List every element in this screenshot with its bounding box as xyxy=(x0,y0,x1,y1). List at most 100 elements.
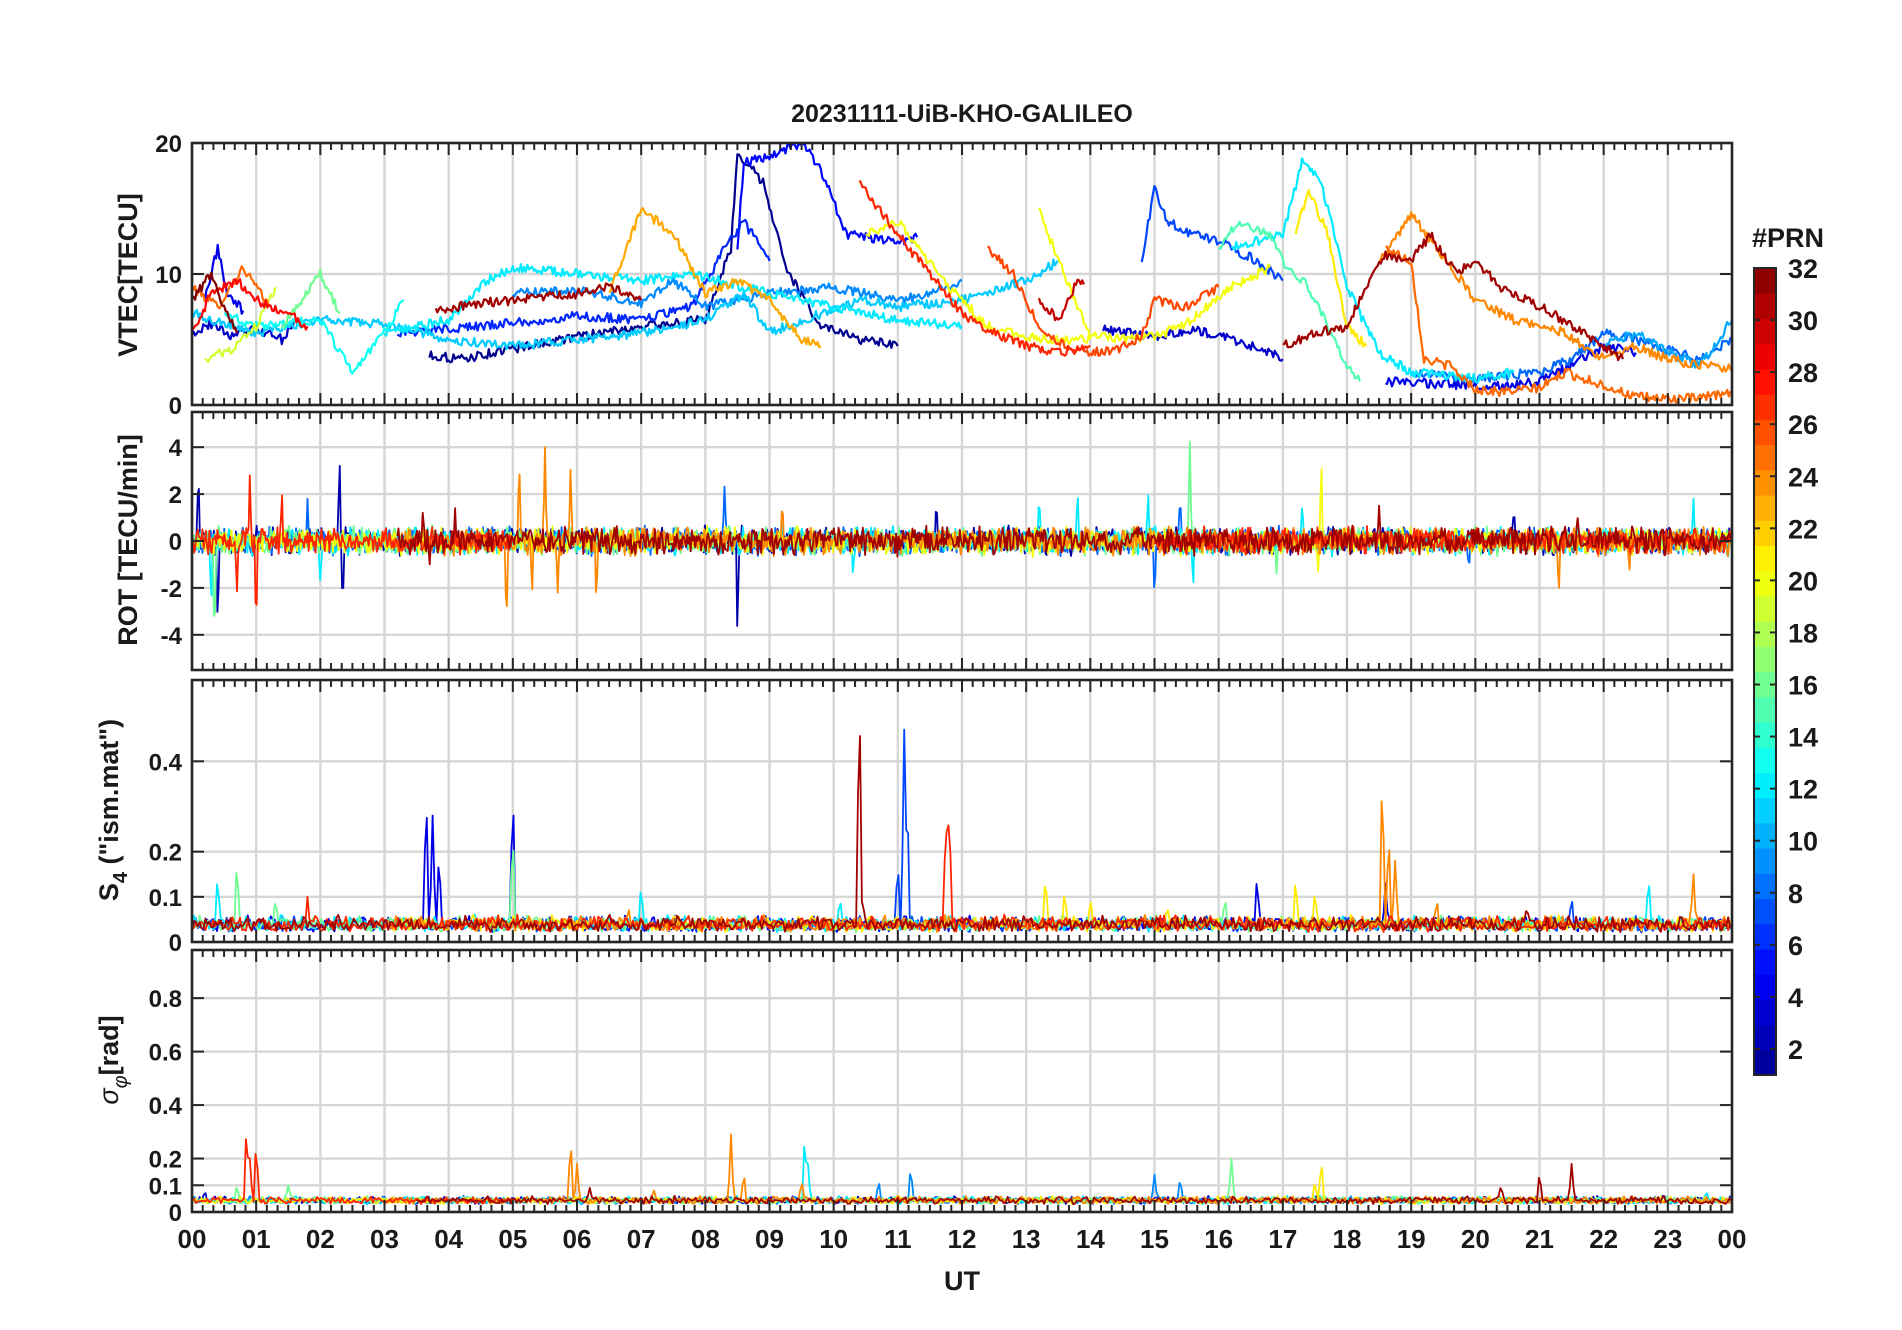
colorbar-swatch xyxy=(1754,520,1776,547)
x-tick-label: 10 xyxy=(819,1224,848,1254)
vtec-series-prn-23 xyxy=(608,207,822,349)
rot-y-tick-label: -4 xyxy=(161,623,183,650)
vtec-series-prn-15 xyxy=(1218,220,1361,382)
vtec-series-prn-19 xyxy=(204,286,277,363)
x-tick-labels: 00 01 02 03 04 05 06 07 08 09 10 11 12 13 14 15 16 17 18 19… xyxy=(178,1224,1747,1254)
colorbar-tick-label: 22 xyxy=(1788,514,1818,544)
x-tick-label: 03 xyxy=(370,1224,399,1254)
vtec-series-prn-10 xyxy=(1602,319,1732,369)
colorbar-swatch xyxy=(1754,696,1776,723)
x-tick-label: 13 xyxy=(1012,1224,1041,1254)
s4-y-tick-label: 0.1 xyxy=(149,885,182,912)
colorbar-swatch xyxy=(1754,797,1776,824)
colorbar-tick-label: 4 xyxy=(1788,983,1803,1013)
sigma_phi-y-tick-label: 0.8 xyxy=(149,986,182,1013)
colorbar-swatch xyxy=(1754,974,1776,1000)
colorbar-tick-label: 20 xyxy=(1788,566,1818,596)
vtec-series-prn-21 xyxy=(1294,189,1368,348)
colorbar-tick-label: 26 xyxy=(1788,410,1818,440)
x-tick-label: 12 xyxy=(948,1224,977,1254)
colorbar-swatch xyxy=(1754,268,1776,294)
vtec-series-prn-6 xyxy=(396,218,771,338)
colorbar-swatch xyxy=(1754,545,1776,572)
rot-y-tick-label: 4 xyxy=(169,435,183,462)
colorbar-swatch xyxy=(1754,570,1776,597)
sigma-phi-panel: 00.10.2 0.4 0.6 0.8 xyxy=(149,948,1734,1227)
x-tick-label: 18 xyxy=(1333,1224,1362,1254)
sigma_phi-series-prn-24 xyxy=(383,1133,1731,1206)
colorbar-swatch xyxy=(1754,444,1776,471)
sigma_phi-series-prn-31 xyxy=(416,1163,1732,1205)
vtec-series-prn-3 xyxy=(1102,324,1284,362)
x-tick-label: 00 xyxy=(178,1224,207,1254)
vtec-series-prn-32 xyxy=(192,271,238,334)
vtec-series-prn-20 xyxy=(865,220,1092,346)
x-tick-label: 04 xyxy=(434,1224,463,1254)
vtec-series-prn-7 xyxy=(1140,185,1284,282)
x-tick-label: 02 xyxy=(306,1224,335,1254)
rot-series-prn-31 xyxy=(396,504,1732,566)
sigma_phi-series-prn-27 xyxy=(192,1138,513,1205)
x-tick-label: 01 xyxy=(242,1224,271,1254)
x-tick-label: 00 xyxy=(1718,1224,1747,1254)
colorbar-swatch xyxy=(1754,394,1776,420)
vtec-y-tick-label: 0 xyxy=(169,393,182,420)
sigma_phi-y-tick-label: 0.1 xyxy=(149,1173,182,1200)
sigma_phi-y-tick-label: 0.4 xyxy=(149,1093,183,1120)
colorbar-tick-label: 12 xyxy=(1788,775,1818,805)
rot-y-tick-label: -2 xyxy=(161,576,182,603)
colorbar-tick-label: 30 xyxy=(1788,306,1818,336)
colorbar-swatch xyxy=(1754,898,1776,925)
x-tick-label: 21 xyxy=(1525,1224,1554,1254)
sigma_phi-y-tick-label: 0.2 xyxy=(149,1147,182,1174)
vtec-series-prn-31 xyxy=(434,282,643,314)
x-tick-label: 20 xyxy=(1461,1224,1490,1254)
s4-y-tick-label: 0.2 xyxy=(149,840,182,867)
colorbar-swatch xyxy=(1754,873,1776,900)
colorbar-tick-label: 18 xyxy=(1788,618,1818,648)
vtec-series-prn-12 xyxy=(1230,157,1515,384)
colorbar-swatch xyxy=(1754,671,1776,698)
vtec-series-prn-30 xyxy=(1037,278,1085,322)
colorbar-swatch xyxy=(1754,1049,1776,1076)
colorbar-tick-label: 14 xyxy=(1788,723,1818,753)
rot-panel: -4 -2 0 2 4 xyxy=(161,410,1734,672)
x-tick-label: 05 xyxy=(498,1224,527,1254)
vtec-series-prn-11 xyxy=(192,258,1059,351)
colorbar-swatch xyxy=(1754,1024,1776,1051)
colorbar-tick-label: 24 xyxy=(1788,462,1818,492)
vtec-series-prn-13 xyxy=(223,299,405,375)
x-tick-label: 16 xyxy=(1204,1224,1233,1254)
svg-text:σφ[rad]: σφ[rad] xyxy=(94,1015,132,1104)
s4-panel: 0 0.1 0.2 0.4 xyxy=(149,678,1734,957)
vtec-panel: 0 10 20 xyxy=(155,131,1734,420)
x-tick-label: 22 xyxy=(1589,1224,1618,1254)
x-axis-label: UT xyxy=(944,1266,980,1296)
colorbar-tick-label: 2 xyxy=(1788,1035,1803,1065)
x-tick-label: 07 xyxy=(627,1224,656,1254)
colorbar-frame xyxy=(1753,267,1777,1076)
x-tick-label: 17 xyxy=(1268,1224,1297,1254)
vtec-y-tick-label: 10 xyxy=(155,262,182,289)
colorbar-swatch xyxy=(1754,419,1776,446)
rot-y-tick-label: 2 xyxy=(169,482,182,509)
colorbar-swatch xyxy=(1754,494,1776,521)
s4-ylabel: S4 ("ism.mat") xyxy=(94,719,132,901)
rot-y-tick-label: 0 xyxy=(169,529,182,556)
vtec-series-prn-25 xyxy=(1385,245,1732,404)
colorbar-tick-label: 16 xyxy=(1788,671,1818,701)
colorbar-swatch xyxy=(1754,772,1776,799)
rot-ylabel: ROT [TECU/min] xyxy=(113,434,143,645)
chart-title: 20231111-UiB-KHO-GALILEO xyxy=(791,100,1133,128)
colorbar-swatch xyxy=(1754,368,1776,395)
colorbar-swatch xyxy=(1754,469,1776,496)
sigma_phi-y-tick-label: 0 xyxy=(169,1200,182,1227)
colorbar-swatch xyxy=(1754,293,1776,320)
vtec-series-prn-5 xyxy=(736,143,919,250)
colorbar-swatch xyxy=(1754,822,1776,849)
colorbar-tick-label: 32 xyxy=(1788,254,1818,284)
colorbar-tick-label: 6 xyxy=(1788,931,1803,961)
colorbar-swatch xyxy=(1754,999,1776,1026)
